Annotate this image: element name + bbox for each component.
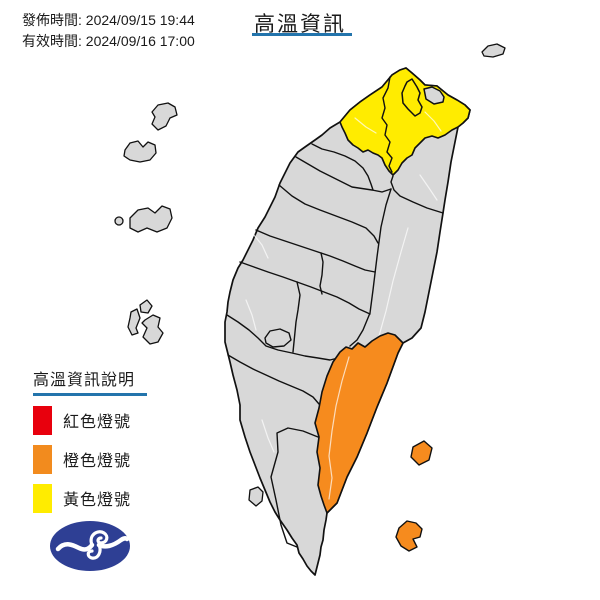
legend-item-yellow: 黃色燈號 [33,483,147,513]
title-underline [252,33,352,36]
county-line-kaohsiung-pingtung [270,427,319,548]
cwa-swirl-top-spiral [89,530,109,547]
legend-underline [33,393,147,396]
keelung-city-region [423,86,445,105]
issued-time-line: 發佈時間: 2024/09/15 19:44 [22,10,195,31]
page-title: 高溫資訊 [254,13,346,36]
cwa-logo [50,521,130,571]
legend: 高溫資訊說明 紅色燈號 橙色燈號 黃色燈號 [33,366,147,513]
yellow-label: 黃色燈號 [63,492,132,509]
county-line-hsinchu-north [311,143,374,191]
offshore-islands [114,43,506,507]
township-line-west-1 [249,229,269,259]
orange-swatch [33,444,52,474]
orchid-island-region [395,520,423,552]
township-lines-gray [245,174,438,453]
township-line-yilan [419,174,438,201]
legend-item-orange: 橙色燈號 [33,444,147,474]
township-line-west-3 [261,419,275,453]
cwa-swirl-left-wave [55,542,95,552]
taoyuan-newtaipei-border [381,76,393,173]
yellow-swatch [33,483,52,513]
county-line-enclave-oval [264,328,292,348]
county-boundaries [226,143,444,548]
cwa-logo-swirl [55,530,130,560]
township-line-taitung [328,356,350,500]
county-line-yunlin-east [292,281,301,353]
valid-time-line: 有效時間: 2024/09/16 17:00 [22,31,195,52]
taitung-warning-region [314,332,404,514]
green-island-region [410,440,433,466]
matsu-island-south [123,140,157,163]
township-line-hualien-valley [378,227,409,337]
red-label: 紅色燈號 [63,414,132,431]
penghu-island-main [141,314,164,345]
county-line-nantou-west [319,252,324,295]
county-line-chiayi-south [226,314,351,361]
issue-times: 發佈時間: 2024/09/15 19:44 有效時間: 2024/09/16 … [22,10,195,52]
penghu-island-north [139,299,153,314]
township-line-west-2 [245,299,257,331]
county-line-tainan-south [227,354,320,405]
red-swatch [33,405,52,435]
taipei-city-region [401,78,423,117]
orange-label: 橙色燈號 [63,453,132,470]
keelung-islet [481,43,506,58]
liuqiu-island [248,486,264,507]
issued-value: 2024/09/15 19:44 [85,12,195,28]
kinmen-islet [114,216,124,226]
legend-title: 高溫資訊說明 [33,372,136,389]
penghu-island-west [127,308,141,336]
kinmen-island [129,205,173,233]
matsu-island-north [151,102,178,131]
county-line-changhua-south [239,261,371,315]
county-line-yilan-south [390,175,444,214]
valid-label: 有效時間: [22,33,82,49]
valid-value: 2024/09/16 17:00 [85,33,195,49]
county-line-miaoli-south [278,184,379,244]
county-line-hualien-west [349,188,392,347]
township-lines-yellow [354,111,442,134]
township-line-taoyuan [354,117,377,134]
issued-label: 發佈時間: [22,12,82,28]
cwa-swirl-right-wave [96,536,130,549]
legend-item-red: 紅色燈號 [33,405,147,435]
cwa-swirl-bottom-spiral [86,543,102,560]
county-line-hsinchu-south [295,156,392,193]
county-line-taichung-south [255,229,376,273]
township-line-newtaipei [424,111,442,132]
